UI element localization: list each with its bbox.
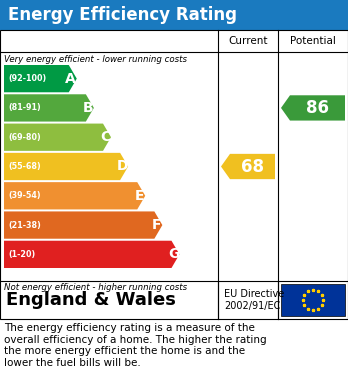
Text: 68: 68 [241, 158, 264, 176]
Text: (92-100): (92-100) [8, 74, 46, 83]
Text: Energy Efficiency Rating: Energy Efficiency Rating [8, 6, 237, 24]
Polygon shape [4, 241, 180, 268]
Text: The energy efficiency rating is a measure of the
overall efficiency of a home. T: The energy efficiency rating is a measur… [4, 323, 267, 368]
Text: D: D [116, 160, 128, 174]
Text: E: E [134, 189, 144, 203]
Polygon shape [4, 65, 77, 92]
Bar [0, 0, 348, 30]
Text: Potential: Potential [290, 36, 336, 46]
Text: EU Directive
2002/91/EC: EU Directive 2002/91/EC [224, 289, 284, 311]
Polygon shape [4, 124, 111, 151]
Text: (55-68): (55-68) [8, 162, 41, 171]
Text: Current: Current [228, 36, 268, 46]
Text: G: G [168, 248, 179, 261]
Polygon shape [4, 182, 145, 210]
Polygon shape [4, 212, 163, 239]
Text: C: C [100, 130, 110, 144]
Text: Not energy efficient - higher running costs: Not energy efficient - higher running co… [4, 283, 187, 292]
Bar [281, 284, 345, 316]
Text: Very energy efficient - lower running costs: Very energy efficient - lower running co… [4, 55, 187, 64]
Text: (1-20): (1-20) [8, 250, 35, 259]
Text: B: B [82, 101, 93, 115]
Bar [0, 30, 348, 319]
Text: (69-80): (69-80) [8, 133, 41, 142]
Text: F: F [152, 218, 161, 232]
Text: (81-91): (81-91) [8, 104, 41, 113]
Text: (39-54): (39-54) [8, 191, 41, 200]
Text: A: A [65, 72, 76, 86]
Text: England & Wales: England & Wales [6, 291, 176, 309]
Polygon shape [281, 95, 345, 120]
Text: 86: 86 [306, 99, 329, 117]
Polygon shape [4, 94, 94, 122]
Text: (21-38): (21-38) [8, 221, 41, 230]
Polygon shape [4, 153, 128, 180]
Polygon shape [221, 154, 275, 179]
